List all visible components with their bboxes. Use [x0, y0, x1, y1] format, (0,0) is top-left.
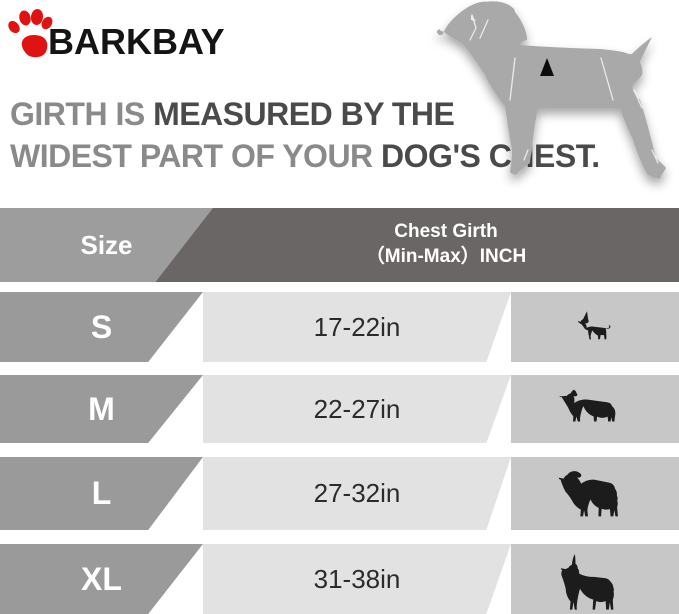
svg-text:BARKBAY: BARKBAY: [48, 21, 225, 62]
